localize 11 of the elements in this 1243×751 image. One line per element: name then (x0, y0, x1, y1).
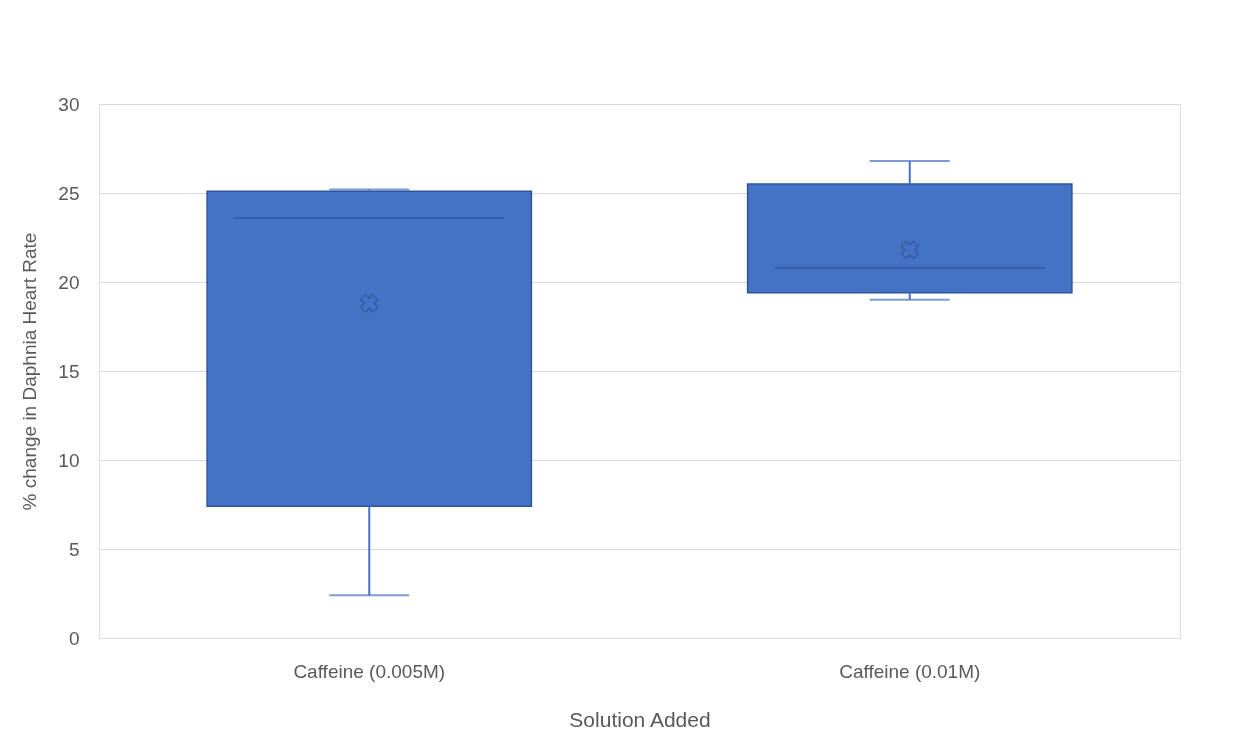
y-tick-label: 0 (68, 627, 80, 649)
x-tick-label: Caffeine (0.005M) (293, 660, 446, 682)
y-tick-label: 15 (58, 360, 80, 382)
x-tick-label: Caffeine (0.01M) (839, 660, 981, 682)
y-tick-label: 10 (58, 449, 80, 471)
y-axis-title: % change in Daphnia Heart Rate (19, 232, 41, 511)
y-tick-label: 30 (58, 93, 80, 115)
y-tick-label: 20 (58, 271, 80, 293)
x-axis-title: Solution Added (569, 707, 711, 731)
y-tick-label: 5 (68, 538, 80, 560)
y-tick-label: 25 (58, 182, 80, 204)
